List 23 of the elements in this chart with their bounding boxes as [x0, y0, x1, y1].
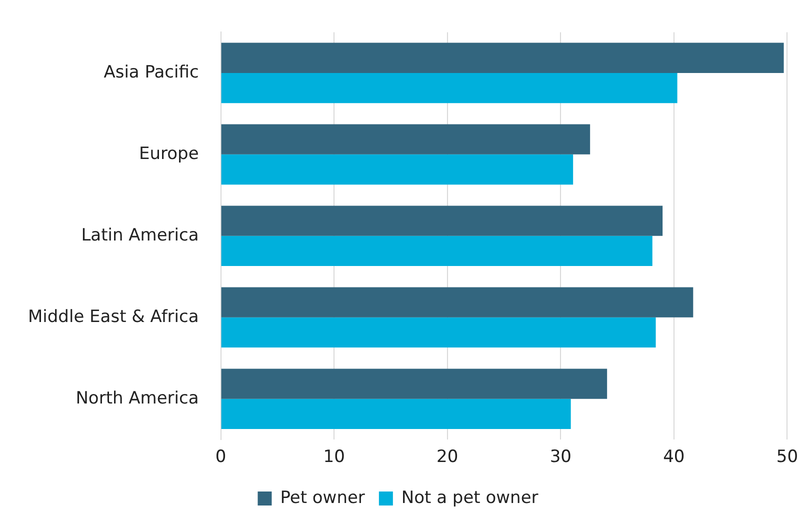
x-tick-label: 30 — [550, 447, 572, 468]
y-tick-label: North America — [76, 388, 199, 408]
y-tick-label: Latin America — [81, 225, 199, 246]
bar — [221, 154, 574, 185]
bar — [221, 206, 663, 236]
bar — [221, 236, 652, 266]
bar — [221, 398, 571, 430]
bar — [221, 317, 656, 348]
x-tick-label: 40 — [663, 447, 685, 468]
x-tick-label: 0 — [215, 447, 226, 468]
y-tick-label: Asia Pacific — [104, 62, 199, 82]
y-tick-label: Middle East & Africa — [28, 306, 199, 327]
legend-label: Not a pet owner — [401, 488, 538, 508]
x-tick-label: 20 — [436, 447, 458, 468]
bar — [221, 368, 608, 399]
bar — [221, 124, 590, 154]
bar — [221, 42, 784, 73]
x-tick-label: 10 — [323, 447, 345, 468]
legend-label: Pet owner — [280, 488, 365, 508]
bar — [221, 72, 678, 104]
bar — [221, 287, 694, 318]
x-tick-label: 50 — [776, 447, 798, 468]
y-tick-label: Europe — [138, 144, 199, 164]
